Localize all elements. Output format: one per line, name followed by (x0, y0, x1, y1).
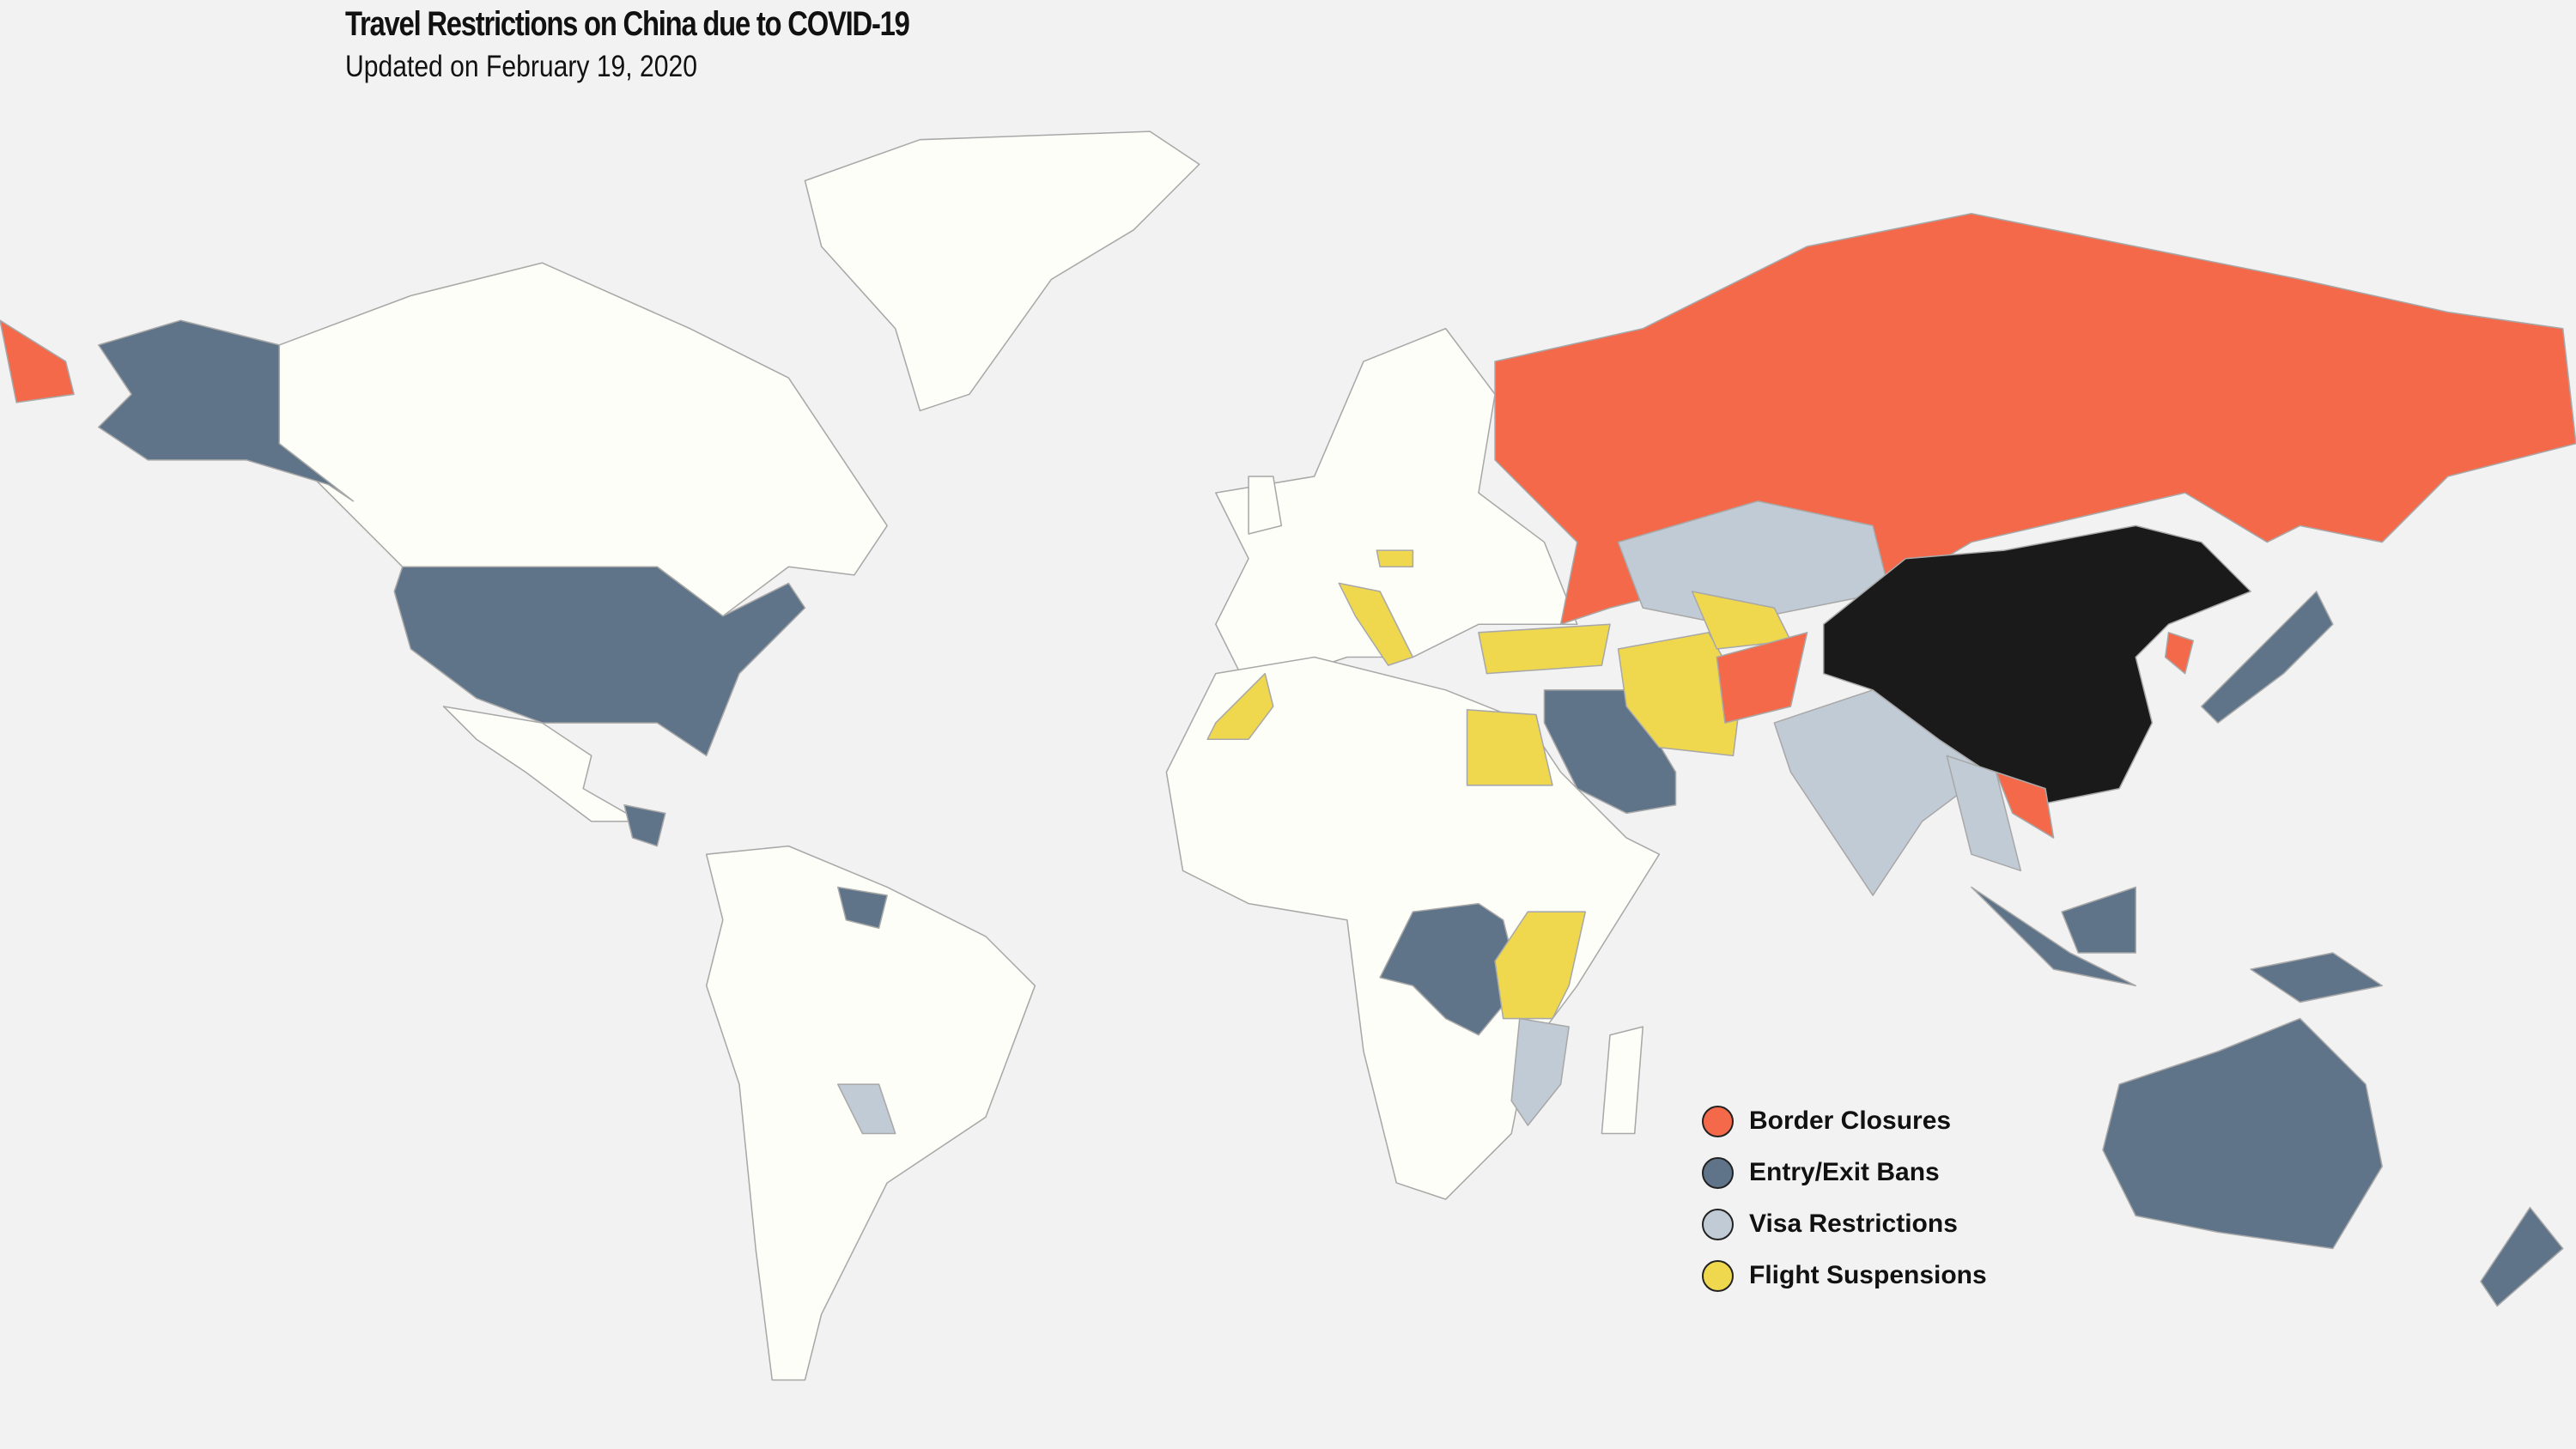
legend-item-visa-restrictions: Visa Restrictions (1702, 1198, 1987, 1250)
legend-label: Border Closures (1749, 1106, 1952, 1135)
country-egypt (1466, 709, 1553, 786)
country-borneo (2061, 886, 2137, 954)
country-mexico (442, 706, 641, 822)
country-alaska (98, 319, 355, 502)
country-morocco (1206, 672, 1274, 740)
country-myanmar-thailand (1946, 755, 2022, 872)
map-title: Travel Restrictions on China due to COVI… (345, 5, 910, 43)
country-laos (1995, 771, 2055, 839)
legend-label: Flight Suspensions (1749, 1261, 1987, 1289)
legend-swatch (1702, 1105, 1734, 1137)
legend-swatch (1702, 1208, 1734, 1240)
country-central-america (623, 804, 666, 847)
country-uk (1248, 476, 1283, 535)
country-madagascar (1601, 1026, 1644, 1135)
legend: Border Closures Entry/Exit Bans Visa Res… (1702, 1095, 1987, 1301)
country-turkey (1478, 623, 1611, 675)
country-korea (2164, 632, 2194, 675)
country-new-zealand (2480, 1206, 2564, 1307)
country-japan (2201, 591, 2334, 724)
country-italy (1338, 582, 1414, 666)
country-mozambique (1510, 1017, 1570, 1126)
country-canada (278, 262, 888, 617)
country-paraguay (836, 1083, 896, 1135)
country-kenya-tanzania (1494, 911, 1587, 1020)
legend-item-entry-exit-bans: Entry/Exit Bans (1702, 1147, 1987, 1198)
country-australia (2102, 1017, 2383, 1250)
map-subtitle: Updated on February 19, 2020 (345, 50, 697, 83)
country-drc (1379, 902, 1521, 1036)
country-china (1822, 524, 2251, 806)
legend-label: Visa Restrictions (1749, 1210, 1958, 1238)
country-greenland (804, 130, 1200, 412)
country-sumatra (1971, 886, 2137, 987)
legend-swatch (1702, 1156, 1734, 1189)
legend-label: Entry/Exit Bans (1749, 1158, 1940, 1186)
country-guyana (836, 886, 888, 930)
country-czechia (1376, 549, 1414, 568)
country-europe (1215, 328, 1578, 691)
country-new-guinea (2250, 952, 2383, 1003)
country-kazakhstan (1617, 500, 1891, 626)
legend-swatch (1702, 1259, 1734, 1292)
legend-item-border-closures: Border Closures (1702, 1095, 1987, 1147)
legend-item-flight-suspensions: Flight Suspensions (1702, 1250, 1987, 1301)
country-afghanistan (1716, 632, 1808, 724)
country-usa (393, 566, 806, 757)
country-iran (1617, 632, 1742, 757)
country-russia-far-east (0, 319, 75, 403)
